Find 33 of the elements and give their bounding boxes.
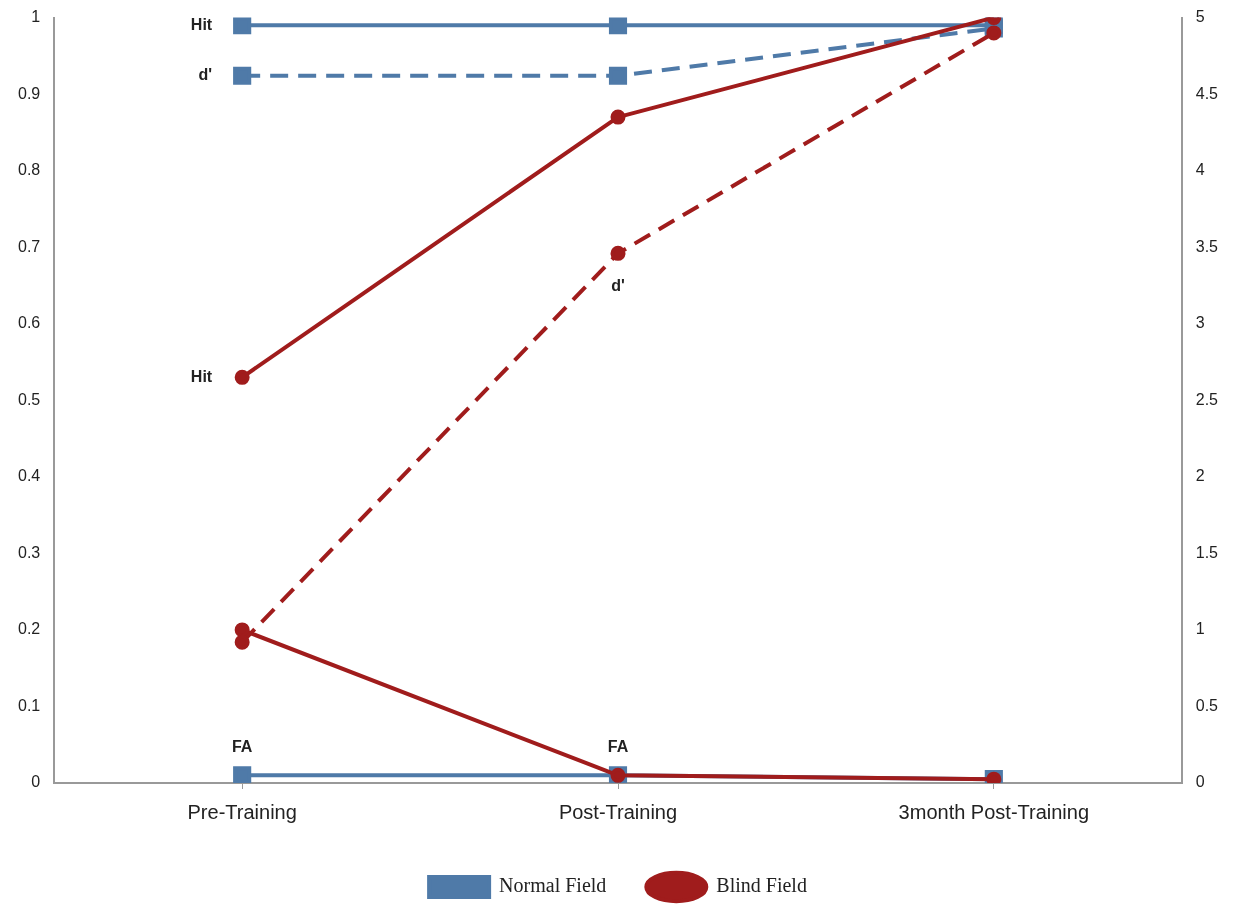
y2-tick-label: 5 xyxy=(1195,8,1205,26)
x-tick-label: 3month Post-Training xyxy=(898,800,1090,823)
y2-tick-label: 3.5 xyxy=(1195,237,1219,255)
y2-tick-label: 0 xyxy=(1195,773,1205,791)
y-tick-label: 0.9 xyxy=(17,84,41,102)
y2-tick-label: 3 xyxy=(1195,314,1205,332)
annotation: d' xyxy=(198,66,213,84)
y-tick-label: 0.6 xyxy=(17,314,41,332)
y-tick-label: 0.7 xyxy=(17,237,41,255)
y2-tick-label: 1 xyxy=(1195,620,1205,638)
legend-label: Blind Field xyxy=(716,874,807,897)
y-tick-label: 0.3 xyxy=(17,543,41,561)
annotation: d' xyxy=(611,277,625,295)
y2-tick-label: 2.5 xyxy=(1195,390,1219,408)
y2-tick-label: 0.5 xyxy=(1195,696,1219,714)
y2-tick-label: 4 xyxy=(1195,161,1205,179)
y-tick-label: 0.8 xyxy=(17,161,41,179)
x-tick-label: Pre-Training xyxy=(187,800,297,823)
y-tick-label: 0.4 xyxy=(17,467,41,485)
annotation: Hit xyxy=(190,15,213,33)
annotation: FA xyxy=(607,737,629,755)
y-tick-label: 0.2 xyxy=(17,620,41,638)
y2-tick-label: 2 xyxy=(1195,467,1205,485)
annotation: Hit xyxy=(190,367,213,385)
y2-tick-label: 4.5 xyxy=(1195,84,1219,102)
y-tick-label: 0.5 xyxy=(17,390,41,408)
y-tick-label: 0 xyxy=(31,773,41,791)
annotation: FA xyxy=(231,737,253,755)
legend-label: Normal Field xyxy=(499,874,607,897)
y-tick-label: 1 xyxy=(31,8,41,26)
x-tick-label: Post-Training xyxy=(558,800,678,823)
y-tick-label: 0.1 xyxy=(17,696,41,714)
y2-tick-label: 1.5 xyxy=(1195,543,1219,561)
